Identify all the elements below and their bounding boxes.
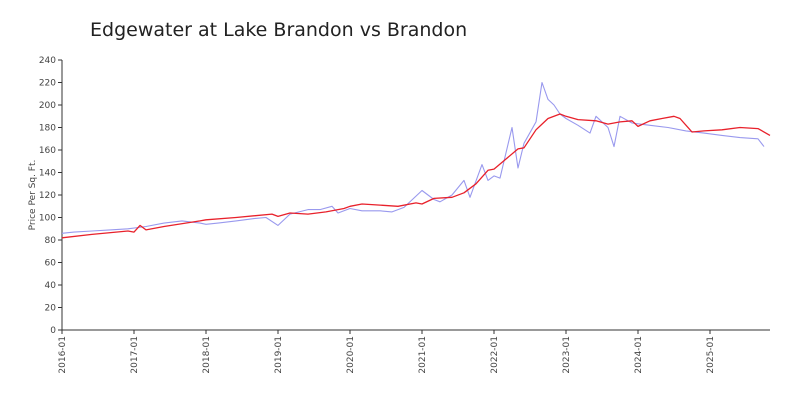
x-tick-label: 2022-01 xyxy=(490,336,500,374)
chart-title: Edgewater at Lake Brandon vs Brandon xyxy=(90,19,467,41)
y-tick-label: 220 xyxy=(39,79,56,89)
x-tick-label: 2023-01 xyxy=(562,336,572,374)
x-tick-label: 2021-01 xyxy=(418,336,428,374)
series-line-1 xyxy=(61,81,765,234)
x-tick-label: 2020-01 xyxy=(346,336,356,374)
series-line-2 xyxy=(61,113,771,239)
y-tick-label: 120 xyxy=(39,191,56,201)
y-ticks: 0 20 40 60 80 100 120 140 160 180 200 220 240 xyxy=(39,56,62,336)
y-axis-label: Price Per Sq. Ft. xyxy=(28,160,38,231)
x-tick-label: 2024-01 xyxy=(634,336,644,374)
x-tick-label: 2018-01 xyxy=(202,336,212,374)
y-tick-label: 60 xyxy=(45,259,57,269)
y-tick-label: 160 xyxy=(39,146,56,156)
series-layer xyxy=(61,81,771,239)
y-tick-label: 180 xyxy=(39,124,56,134)
x-ticks: 2016-01 2017-01 2018-01 2019-01 2020-01 2021-… xyxy=(58,330,716,374)
x-tick-label: 2017-01 xyxy=(130,336,140,374)
y-tick-label: 140 xyxy=(39,169,56,179)
y-tick-label: 240 xyxy=(39,56,56,66)
y-tick-label: 0 xyxy=(50,326,56,336)
y-tick-label: 100 xyxy=(39,214,56,224)
x-tick-label: 2025-01 xyxy=(706,336,716,374)
y-tick-label: 200 xyxy=(39,101,56,111)
y-tick-label: 40 xyxy=(45,281,57,291)
x-tick-label: 2019-01 xyxy=(274,336,284,374)
x-tick-label: 2016-01 xyxy=(58,336,68,374)
y-tick-label: 20 xyxy=(45,304,57,314)
y-tick-label: 80 xyxy=(45,236,57,246)
